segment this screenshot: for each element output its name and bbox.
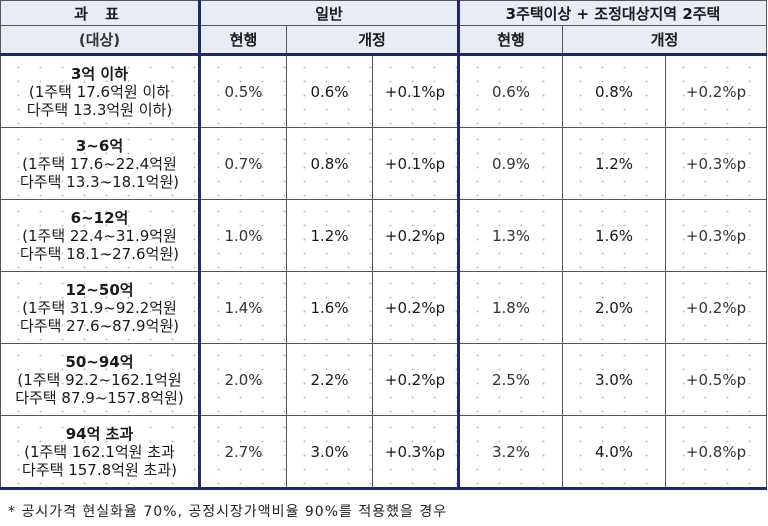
table-row: 50~94억 (1주택 92.2~162.1억원 다주택 87.9~157.8억원)…	[0, 343, 768, 416]
general-rate-change: +0.2%p	[372, 271, 460, 344]
bracket-cell: 6~12억 (1주택 22.4~31.9억원 다주택 18.1~27.6억원)	[0, 199, 201, 272]
table-row: 6~12억 (1주택 22.4~31.9억원 다주택 18.1~27.6억원) 1.0…	[0, 199, 768, 272]
general-revised-rate: 2.2%	[286, 343, 373, 416]
multi-rate-change: +0.2%p	[664, 54, 768, 128]
category-header: 과 표	[0, 0, 201, 26]
multi-current-rate: 0.9%	[458, 127, 563, 200]
tax-rate-table: 과 표 일반 3주택이상 + 조정대상지역 2주택 (대상) 현행 개정 현행 …	[0, 0, 768, 490]
multi-current-rate: 1.8%	[458, 271, 563, 344]
general-current-rate: 1.4%	[199, 271, 287, 344]
table-body: 3억 이하 (1주택 17.6억원 이하 다주택 13.3억원 이하) 0.5% 0.6…	[0, 54, 768, 490]
table-row: 3~6억 (1주택 17.6~22.4억원 다주택 13.3~18.1억원) 0.7%…	[0, 127, 768, 200]
category-subheader: (대상)	[0, 25, 201, 56]
bracket-title: 3억 이하	[70, 64, 129, 83]
bracket-cell: 3억 이하 (1주택 17.6억원 이하 다주택 13.3억원 이하)	[0, 54, 201, 128]
bracket-detail: 다주택 18.1~27.6억원)	[20, 244, 179, 263]
multi-revised-rate: 4.0%	[562, 415, 666, 490]
bracket-detail: 다주택 87.9~157.8억원)	[15, 388, 184, 407]
table-row: 3억 이하 (1주택 17.6억원 이하 다주택 13.3억원 이하) 0.5% 0.6…	[0, 54, 768, 128]
multi-rate-change: +0.2%p	[664, 271, 768, 344]
general-revised-rate: 1.6%	[286, 271, 373, 344]
bracket-title: 94억 초과	[65, 424, 134, 443]
multi-current-header: 현행	[458, 25, 563, 56]
bracket-cell: 94억 초과 (1주택 162.1억원 초과 다주택 157.8억원 초과)	[0, 415, 201, 490]
general-current-rate: 0.7%	[199, 127, 287, 200]
multi-home-group-header: 3주택이상 + 조정대상지역 2주택	[457, 0, 768, 26]
multi-rate-change: +0.8%p	[664, 415, 768, 490]
bracket-cell: 12~50억 (1주택 31.9~92.2억원 다주택 27.6~87.9억원)	[0, 271, 201, 344]
multi-revised-header: 개정	[561, 25, 768, 56]
general-current-header: 현행	[199, 25, 287, 56]
multi-revised-rate: 3.0%	[562, 343, 666, 416]
footnote: * 공시가격 현실화율 70%, 공정시장가액비율 90%를 적용했을 경우	[8, 504, 448, 520]
bracket-detail: (1주택 92.2~162.1억원	[17, 370, 182, 389]
general-rate-change: +0.2%p	[372, 199, 460, 272]
multi-revised-rate: 1.6%	[562, 199, 666, 272]
multi-revised-rate: 2.0%	[562, 271, 666, 344]
bracket-title: 6~12억	[70, 208, 129, 227]
header-row-columns: (대상) 현행 개정 현행 개정	[0, 25, 768, 56]
multi-current-rate: 1.3%	[458, 199, 563, 272]
bracket-detail: 다주택 27.6~87.9억원)	[20, 316, 179, 335]
general-revised-rate: 3.0%	[286, 415, 373, 490]
bracket-detail: 다주택 157.8억원 초과)	[22, 460, 177, 479]
general-current-rate: 2.7%	[199, 415, 287, 490]
general-rate-change: +0.2%p	[372, 343, 460, 416]
multi-current-rate: 2.5%	[458, 343, 563, 416]
bracket-detail: 다주택 13.3억원 이하)	[26, 100, 173, 119]
general-rate-change: +0.1%p	[372, 54, 460, 128]
multi-current-rate: 0.6%	[458, 54, 563, 128]
bracket-detail: 다주택 13.3~18.1억원)	[20, 172, 179, 191]
bracket-detail: (1주택 22.4~31.9억원	[22, 226, 177, 245]
general-current-rate: 1.0%	[199, 199, 287, 272]
general-revised-rate: 1.2%	[286, 199, 373, 272]
table-row: 12~50억 (1주택 31.9~92.2억원 다주택 27.6~87.9억원) 1.…	[0, 271, 768, 344]
bracket-title: 12~50억	[65, 280, 134, 299]
bracket-detail: (1주택 31.9~92.2억원	[22, 298, 177, 317]
multi-revised-rate: 0.8%	[562, 54, 666, 128]
bracket-cell: 50~94억 (1주택 92.2~162.1억원 다주택 87.9~157.8억원)	[0, 343, 201, 416]
general-current-rate: 2.0%	[199, 343, 287, 416]
bracket-cell: 3~6억 (1주택 17.6~22.4억원 다주택 13.3~18.1억원)	[0, 127, 201, 200]
general-revised-header: 개정	[286, 25, 460, 56]
general-group-header: 일반	[199, 0, 460, 26]
bracket-detail: (1주택 17.6억원 이하	[28, 82, 171, 101]
multi-current-rate: 3.2%	[458, 415, 563, 490]
multi-rate-change: +0.5%p	[664, 343, 768, 416]
general-rate-change: +0.3%p	[372, 415, 460, 490]
general-rate-change: +0.1%p	[372, 127, 460, 200]
table-row: 94억 초과 (1주택 162.1억원 초과 다주택 157.8억원 초과) 2.7%…	[0, 415, 768, 490]
bracket-title: 3~6억	[75, 136, 124, 155]
multi-revised-rate: 1.2%	[562, 127, 666, 200]
general-revised-rate: 0.6%	[286, 54, 373, 128]
general-revised-rate: 0.8%	[286, 127, 373, 200]
multi-rate-change: +0.3%p	[664, 127, 768, 200]
bracket-detail: (1주택 17.6~22.4억원	[22, 154, 177, 173]
bracket-detail: (1주택 162.1억원 초과	[24, 442, 175, 461]
multi-rate-change: +0.3%p	[664, 199, 768, 272]
bracket-title: 50~94억	[65, 352, 134, 371]
header-row-groups: 과 표 일반 3주택이상 + 조정대상지역 2주택	[0, 0, 768, 26]
general-current-rate: 0.5%	[199, 54, 287, 128]
